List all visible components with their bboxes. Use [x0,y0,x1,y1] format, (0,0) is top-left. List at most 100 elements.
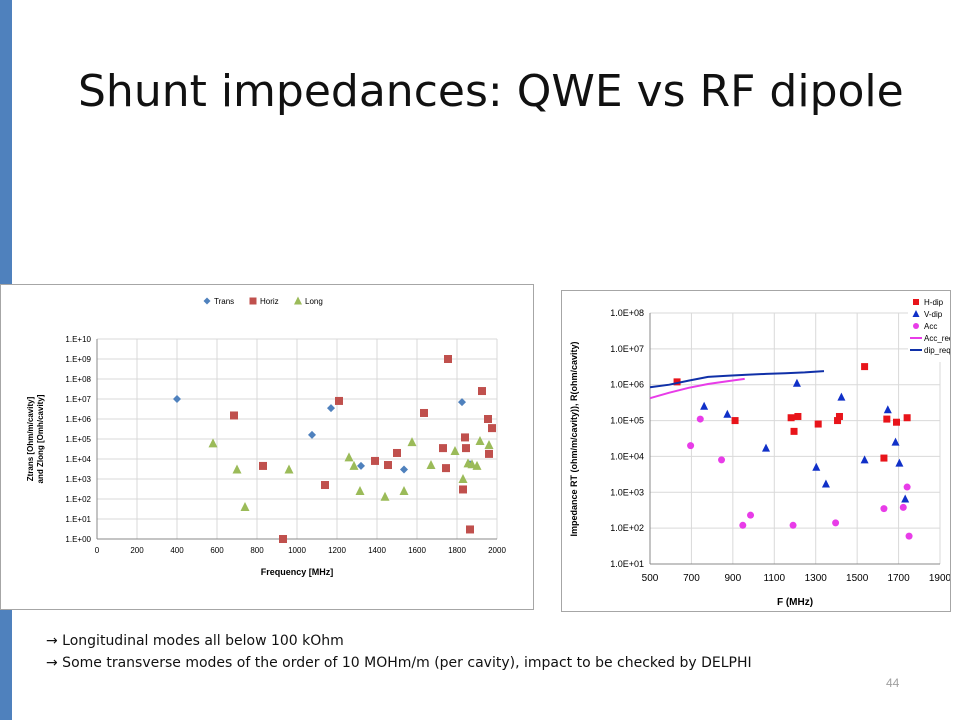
legend-label: Acc [924,322,937,331]
left-scatter-chart: 1.E+00 1.E+01 1.E+02 1.E+03 1.E+04 1.E+05 1.E+… [26,296,506,577]
data-point-v-dip [700,401,709,410]
data-point-v-dip [901,494,910,503]
y-tick-label: 1.0E+07 [610,344,644,354]
data-point-horiz [230,411,238,420]
legend-label: Horiz [260,297,279,306]
data-point-long [208,438,218,448]
data-point-acc [832,519,840,527]
data-point-horiz [442,464,450,473]
data-point-horiz [371,456,379,465]
data-point-horiz [259,461,267,470]
bullet-item: → Some transverse modes of the order of … [46,655,752,671]
legend-label: Acc_req [924,334,950,343]
data-point-v-dip [837,392,846,401]
data-point-horiz [444,355,452,363]
bullet-list: → Longitudinal modes all below 100 kOhm … [46,630,752,674]
data-point-horiz [488,424,496,433]
data-point-h-dip [787,414,795,422]
data-point-long [467,459,477,469]
x-tick-label: 200 [130,546,144,555]
data-point-long [472,460,482,470]
legend-label: Trans [214,297,234,306]
data-point-horiz [462,444,470,453]
y-axis-title: Impedance RT (ohm/m/cavity)), R(ohm/cavi… [569,341,579,536]
data-point-v-dip [821,479,830,488]
legend-marker-trans [203,297,211,305]
data-point-long [344,452,354,462]
data-point-horiz [459,485,467,494]
y-tick-label: 1.0E+02 [610,523,644,533]
x-tick-label: 1600 [408,546,426,555]
y-tick-label: 1.E+10 [65,335,91,344]
data-point-acc [739,521,747,529]
legend-label: dip_req [924,346,950,355]
x-tick-label: 800 [250,546,264,555]
data-point-acc [880,505,888,513]
y-axis-title-line: and Zlong [Omh/cavity] [36,394,45,483]
x-tick-label: 400 [170,546,184,555]
data-point-acc [905,532,913,540]
data-point-h-dip [861,363,869,371]
y-tick-label: 1.0E+08 [610,308,644,318]
data-point-long [407,437,417,447]
data-point-v-dip [812,462,821,471]
data-point-h-dip [790,427,798,435]
data-point-horiz [420,408,428,417]
x-tick-label: 1900 [929,573,950,584]
data-point-trans [308,430,316,439]
data-point-long [355,486,365,496]
y-tick-label: 1.E+06 [65,415,91,424]
data-point-acc [696,415,704,423]
data-point-horiz [384,461,392,470]
y-tick-label: 1.E+02 [65,495,91,504]
legend-marker-horiz [249,297,257,305]
data-point-long [349,460,359,470]
x-axis-title: Frequency [MHz] [261,567,334,577]
data-point-h-dip [903,414,911,422]
y-tick-label: 1.E+04 [65,455,91,464]
y-axis-title-line: Ztrans [Ohm/m/cavity] [26,396,35,481]
y-tick-label: 1.0E+03 [610,487,644,497]
data-point-long [450,446,460,456]
y-tick-label: 1.0E+05 [610,416,644,426]
y-tick-label: 1.E+05 [65,435,91,444]
data-point-long [426,460,436,470]
x-tick-label: 2000 [488,546,506,555]
y-tick-label: 1.E+00 [65,535,91,544]
series-line-dip-req [649,370,825,389]
x-tick-label: 1800 [448,546,466,555]
bullet-item: → Longitudinal modes all below 100 kOhm [46,633,344,649]
legend-label: Long [305,297,323,306]
x-tick-label: 1500 [846,573,869,584]
y-tick-label: 1.E+08 [65,375,91,384]
data-point-acc [903,483,911,491]
data-point-h-dip [880,454,888,462]
x-tick-label: 1700 [887,573,910,584]
data-point-acc [687,442,695,450]
data-point-horiz [439,444,447,453]
data-point-acc [789,521,797,529]
data-point-horiz [478,387,486,396]
data-point-h-dip [814,420,822,428]
x-tick-label: 1000 [288,546,306,555]
data-point-trans [327,404,335,413]
data-point-long [284,464,294,474]
data-point-horiz [461,433,469,442]
left-chart-panel: 1.E+00 1.E+01 1.E+02 1.E+03 1.E+04 1.E+05 1.E+… [0,284,534,610]
data-point-v-dip [891,437,900,446]
data-point-v-dip [792,378,801,387]
legend-marker-v-dip [912,310,920,317]
data-point-trans [458,398,466,407]
data-point-h-dip [834,417,842,425]
data-point-acc [718,456,726,464]
data-point-trans [400,465,408,474]
data-point-h-dip [794,412,802,420]
right-scatter-chart: 1.0E+01 1.0E+02 1.0E+03 1.0E+04 1.0E+05 1.0E+… [569,294,953,608]
data-point-long [380,491,390,501]
data-point-v-dip [883,405,892,414]
y-tick-label: 1.E+03 [65,475,91,484]
legend-marker-long [294,296,302,305]
x-tick-label: 900 [725,573,742,584]
slide-title: Shunt impedances: QWE vs RF dipole [78,66,904,117]
data-point-long [399,486,409,496]
